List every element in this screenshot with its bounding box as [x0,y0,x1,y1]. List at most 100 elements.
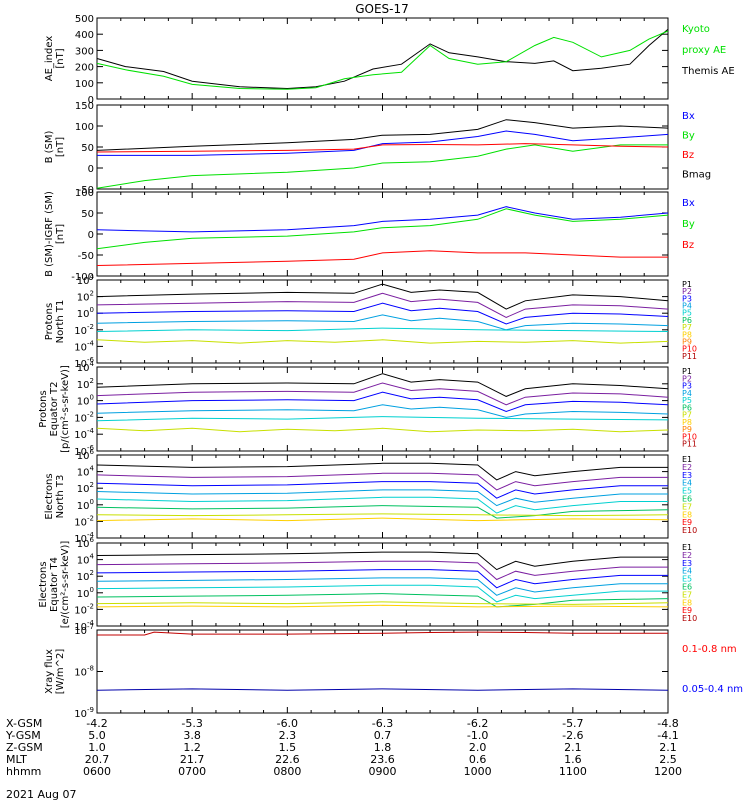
ephemeris-value: -4.2 [86,717,107,730]
y-tick-label: -50 [78,251,94,262]
y-axis-label: Electrons [38,561,49,607]
ephemeris-label: Y-GSM [5,729,41,742]
legend-e6: E6 [682,495,692,504]
y-axis-label: Equator T4 [49,557,60,612]
ephemeris-value: -6.3 [372,717,393,730]
series-e8 [96,517,669,522]
legend-e6: E6 [682,583,692,592]
legend-e8: E8 [682,510,692,519]
series-p5 [96,327,669,332]
y-tick-label: 200 [75,63,94,74]
legend-p7: P7 [682,411,692,420]
legend-e2: E2 [682,463,692,472]
legend-e4: E4 [682,567,692,576]
y-tick-label: 0 [88,230,94,241]
y-axis-label: [p/(cm²-s-sr-keV)] [60,365,71,453]
y-tick-label: 100 [77,394,94,408]
y-tick-label: 10-2 [74,602,94,616]
ephemeris-label: Z-GSM [6,741,43,754]
panel-frame [96,629,669,714]
series-e3 [96,481,668,499]
y-tick-label: 102 [77,290,94,304]
legend-proxy-ae: proxy AE [682,45,726,56]
ephemeris-value: -1.0 [467,729,488,742]
legend-0-1-0-8-nm: 0.1-0.8 nm [682,644,737,655]
ephemeris-value: 2.5 [659,753,677,766]
series-e5 [96,496,668,514]
legend-p11: P11 [682,352,697,361]
series-e1 [96,462,668,481]
legend-p9: P9 [682,337,692,346]
ephemeris-value: 3.8 [183,729,201,742]
ephemeris-value: 1200 [654,765,682,778]
y-tick-label: 0 [88,164,94,175]
legend-themis-ae: Themis AE [681,66,735,77]
y-tick-label: 100 [77,306,94,320]
panel-1: 0 100 200 300 400 500 AE_index [nT] Kyoto proxy A… [44,14,735,106]
y-tick-label: 100 [75,122,94,133]
legend-p9: P9 [682,425,692,434]
y-tick-label: 10-7 [74,623,94,637]
ephemeris-value: 0600 [83,765,111,778]
ephemeris-value: 2.1 [659,741,677,754]
series-e2 [96,472,668,491]
ephemeris-value: 5.0 [88,729,106,742]
series-p7 [96,339,669,344]
ephemeris-value: 20.7 [85,753,110,766]
ephemeris-value: 1100 [559,765,587,778]
series-bz [96,250,668,266]
ephemeris-value: 22.6 [275,753,300,766]
legend-p10: P10 [682,432,697,441]
ephemeris-label: MLT [6,753,27,766]
y-tick-label: 100 [75,79,94,90]
legend-bz: Bz [682,150,694,161]
series-p5 [96,416,669,422]
legend-p11: P11 [682,440,697,449]
panel-3: -100 -50 0 50 100 B (SM)-IGRF (SM) [nT] Bx By Bz [44,188,695,283]
series-p1 [96,283,669,310]
legend-e4: E4 [682,479,692,488]
series-by [96,208,669,250]
legend-p6: P6 [682,403,692,412]
legend-e10: E10 [682,614,697,623]
y-tick-label: 400 [75,30,94,41]
y-axis-label: Equator T2 [49,382,60,437]
y-tick-label: 106 [77,536,95,550]
ephemeris-value: 0900 [369,765,397,778]
legend-bz: Bz [682,240,694,251]
legend-by: By [682,131,695,142]
ephemeris-value: 2.3 [279,729,297,742]
series-e3 [96,569,668,589]
ephemeris-value: -4.1 [657,729,678,742]
ephemeris-value: 0800 [273,765,301,778]
series-kyoto-proxy-ae [96,30,669,90]
panel-frame [96,366,669,452]
y-axis-label: [W/m^2] [55,649,66,695]
series-themis-ae [96,28,669,90]
y-tick-label: 10-2 [74,514,94,528]
ephemeris-value: 21.7 [180,753,205,766]
series-p2 [96,292,669,318]
legend-e3: E3 [682,471,692,480]
series-bx [97,130,669,156]
series-p3 [96,302,669,325]
y-tick-label: 104 [77,273,95,287]
legend-p2: P2 [682,287,692,296]
series-p3 [96,391,669,413]
legend-e5: E5 [682,487,692,496]
y-axis-label: Protons [44,303,55,340]
ephemeris-label: hhmm [6,765,41,778]
y-axis-label: AE_index [44,36,55,82]
y-tick-label: 10-8 [74,665,94,679]
legend-e7: E7 [682,590,692,599]
y-tick-label: -50 [78,185,94,196]
legend-e8: E8 [682,598,692,607]
legend-e9: E9 [682,518,692,527]
ephemeris-value: 23.6 [370,753,395,766]
legend-p4: P4 [682,302,692,311]
